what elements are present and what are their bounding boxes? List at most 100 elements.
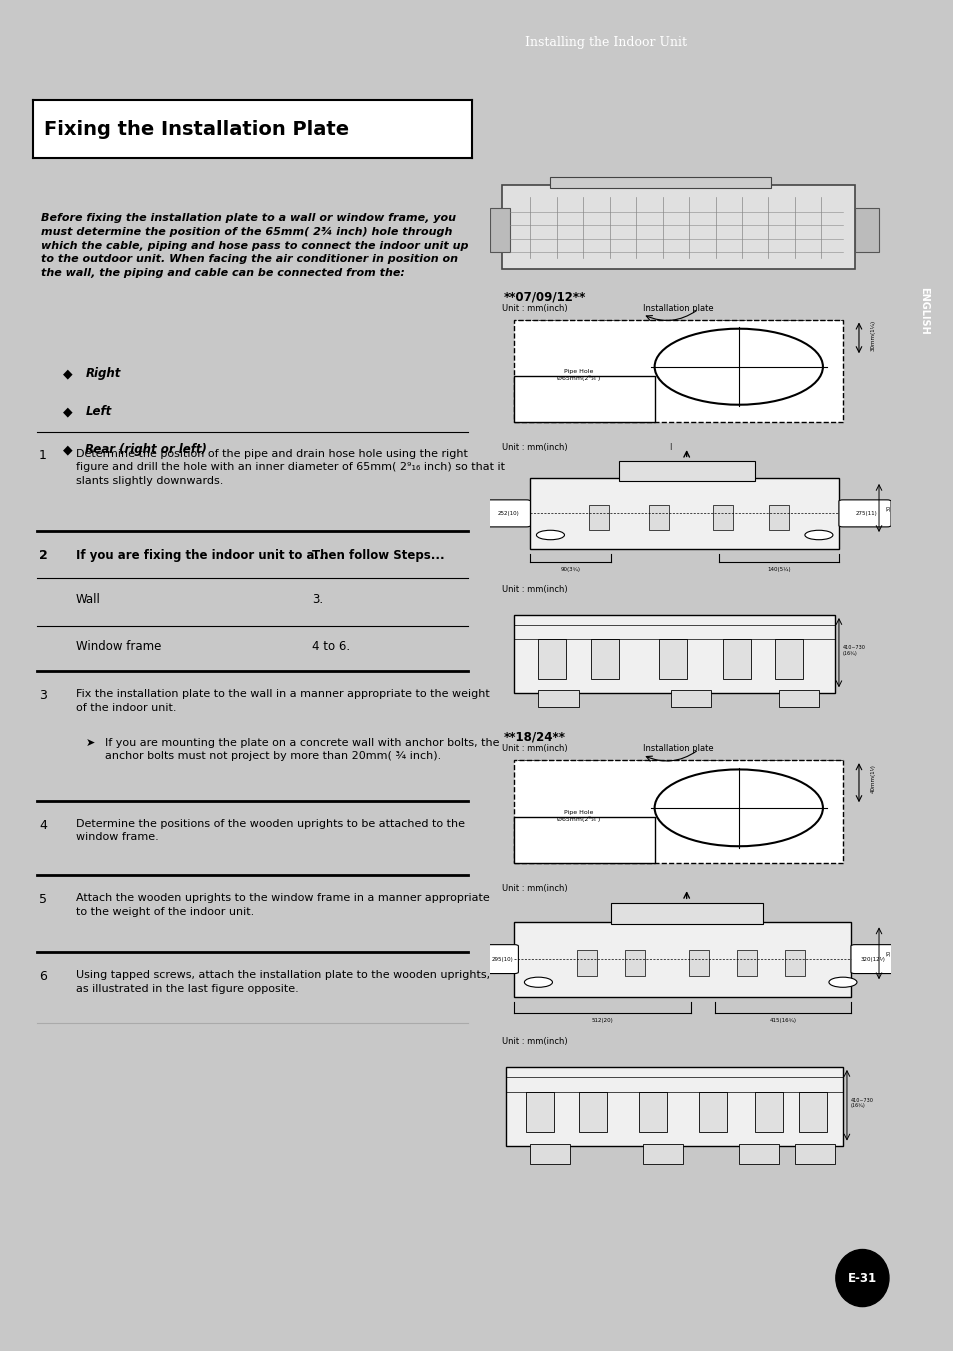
Bar: [537, 690, 578, 708]
Text: Before fixing the installation plate to a wall or window frame, you
must determi: Before fixing the installation plate to …: [41, 213, 469, 278]
Bar: [642, 1143, 682, 1163]
Text: 30: 30: [886, 505, 891, 511]
Bar: [514, 320, 842, 422]
Bar: [778, 690, 818, 708]
Text: Fix the installation plate to the wall in a manner appropriate to the weight
of : Fix the installation plate to the wall i…: [75, 689, 489, 712]
Bar: [798, 1092, 826, 1132]
Text: Then follow Steps...: Then follow Steps...: [312, 549, 444, 562]
Bar: [610, 902, 762, 924]
Text: Attach the wooden uprights to the window frame in a manner appropriate
to the we: Attach the wooden uprights to the window…: [75, 893, 489, 916]
Bar: [514, 376, 654, 422]
Text: 6: 6: [39, 970, 47, 984]
Circle shape: [828, 977, 856, 988]
Text: Window frame: Window frame: [75, 640, 161, 654]
Bar: [658, 639, 686, 678]
Bar: [712, 505, 732, 530]
Text: 90(3¾): 90(3¾): [560, 567, 579, 573]
Text: Pipe Hole
Ø65mm(2⁹₁₆ ): Pipe Hole Ø65mm(2⁹₁₆ ): [557, 369, 599, 381]
Text: If you are mounting the plate on a concrete wall with anchor bolts, the
anchor b: If you are mounting the plate on a concr…: [105, 738, 498, 761]
Text: 275(11): 275(11): [855, 511, 877, 516]
Bar: [638, 1092, 666, 1132]
Circle shape: [536, 531, 564, 540]
Circle shape: [524, 977, 552, 988]
Text: Unit : mm(inch): Unit : mm(inch): [502, 585, 567, 594]
Bar: [670, 690, 710, 708]
Bar: [624, 951, 644, 977]
Ellipse shape: [654, 328, 822, 405]
Bar: [514, 921, 850, 997]
Text: 295(10): 295(10): [491, 957, 513, 962]
Bar: [754, 1092, 782, 1132]
Text: Unit : mm(inch): Unit : mm(inch): [502, 744, 567, 754]
Circle shape: [804, 531, 832, 540]
FancyBboxPatch shape: [850, 944, 894, 974]
Bar: [537, 639, 566, 678]
Text: Determine the position of the pipe and drain hose hole using the right
figure an: Determine the position of the pipe and d…: [75, 449, 504, 486]
Text: 320(12⅟): 320(12⅟): [860, 957, 884, 962]
Bar: [736, 951, 756, 977]
Bar: [738, 1143, 778, 1163]
Text: 2: 2: [39, 549, 48, 562]
Bar: [854, 208, 878, 251]
Bar: [784, 951, 804, 977]
Text: 140(5¼): 140(5¼): [766, 567, 790, 573]
Bar: [578, 1092, 606, 1132]
Text: E-31: E-31: [847, 1271, 876, 1285]
Text: Determine the positions of the wooden uprights to be attached to the
window fram: Determine the positions of the wooden up…: [75, 819, 464, 842]
Bar: [514, 817, 654, 863]
Circle shape: [835, 1250, 888, 1306]
Text: Unit : mm(inch): Unit : mm(inch): [502, 304, 567, 313]
Text: Rear (right or left): Rear (right or left): [85, 443, 207, 457]
Bar: [768, 505, 788, 530]
FancyBboxPatch shape: [486, 500, 530, 527]
Text: **18/24**: **18/24**: [503, 731, 565, 744]
Bar: [698, 1092, 726, 1132]
Text: 410~730
(16¾): 410~730 (16¾): [842, 646, 865, 655]
Text: 4 to 6.: 4 to 6.: [312, 640, 350, 654]
Text: Right: Right: [85, 367, 121, 381]
Text: Unit : mm(inch): Unit : mm(inch): [502, 443, 567, 453]
Bar: [774, 639, 802, 678]
Bar: [506, 1067, 842, 1147]
Bar: [722, 639, 750, 678]
Text: 512(20): 512(20): [591, 1019, 613, 1023]
Text: 3.: 3.: [312, 593, 323, 607]
Text: Using tapped screws, attach the installation plate to the wooden uprights,
as il: Using tapped screws, attach the installa…: [75, 970, 489, 993]
Text: If you are fixing the indoor unit to a...: If you are fixing the indoor unit to a..…: [75, 549, 328, 562]
Bar: [618, 461, 754, 481]
FancyBboxPatch shape: [486, 944, 517, 974]
Text: |: |: [669, 443, 671, 450]
Text: 30: 30: [886, 950, 891, 957]
Text: 4: 4: [39, 819, 47, 832]
Text: Fixing the Installation Plate: Fixing the Installation Plate: [45, 119, 349, 139]
Text: Installation plate: Installation plate: [642, 304, 713, 313]
Text: 5: 5: [39, 893, 47, 907]
Bar: [688, 951, 708, 977]
Text: 252(10): 252(10): [497, 511, 518, 516]
Text: 1: 1: [39, 449, 47, 462]
Text: Wall: Wall: [75, 593, 100, 607]
Text: Installing the Indoor Unit: Installing the Indoor Unit: [524, 36, 686, 49]
Text: 40mm(1⅟): 40mm(1⅟): [870, 765, 875, 793]
Text: Installation plate: Installation plate: [642, 744, 713, 754]
Bar: [588, 505, 608, 530]
Bar: [514, 761, 842, 863]
Text: ◆: ◆: [63, 443, 73, 457]
Bar: [550, 177, 770, 188]
Bar: [530, 478, 838, 549]
Bar: [502, 185, 854, 269]
FancyBboxPatch shape: [838, 500, 890, 527]
Text: ENGLISH: ENGLISH: [918, 286, 928, 335]
Bar: [794, 1143, 834, 1163]
Text: ◆: ◆: [63, 367, 73, 381]
Bar: [530, 1143, 570, 1163]
Text: **07/09/12**: **07/09/12**: [503, 290, 585, 304]
Text: ➤: ➤: [85, 738, 94, 747]
Bar: [576, 951, 596, 977]
Ellipse shape: [654, 770, 822, 846]
Bar: [490, 208, 510, 251]
Text: 3: 3: [39, 689, 47, 703]
Text: Unit : mm(inch): Unit : mm(inch): [502, 1036, 567, 1046]
Text: 30mm(1¼): 30mm(1¼): [870, 320, 875, 351]
Text: ◆: ◆: [63, 405, 73, 419]
